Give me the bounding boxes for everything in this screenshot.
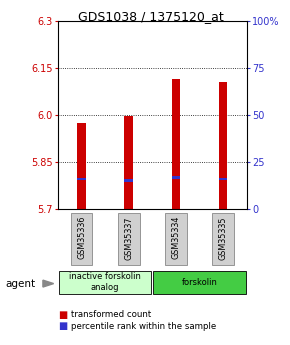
Bar — [77, 122, 86, 209]
FancyBboxPatch shape — [118, 213, 139, 265]
FancyBboxPatch shape — [153, 270, 246, 294]
Polygon shape — [43, 280, 54, 287]
Text: GSM35335: GSM35335 — [218, 216, 227, 259]
Text: GSM35337: GSM35337 — [124, 216, 133, 259]
Bar — [219, 82, 227, 209]
Bar — [124, 116, 133, 209]
FancyBboxPatch shape — [71, 213, 93, 265]
Text: forskolin: forskolin — [182, 277, 217, 287]
Text: inactive forskolin
analog: inactive forskolin analog — [69, 272, 141, 292]
Bar — [77, 178, 86, 180]
Text: GSM35336: GSM35336 — [77, 216, 86, 259]
FancyBboxPatch shape — [165, 213, 187, 265]
Bar — [172, 176, 180, 179]
Bar — [124, 179, 133, 182]
Text: agent: agent — [6, 279, 36, 288]
FancyBboxPatch shape — [59, 270, 151, 294]
Text: GSM35334: GSM35334 — [171, 216, 180, 259]
Text: ■: ■ — [58, 310, 67, 319]
Text: GDS1038 / 1375120_at: GDS1038 / 1375120_at — [78, 10, 224, 23]
FancyBboxPatch shape — [212, 213, 234, 265]
Text: transformed count: transformed count — [71, 310, 151, 319]
Text: ■: ■ — [58, 321, 67, 331]
Text: percentile rank within the sample: percentile rank within the sample — [71, 322, 216, 331]
Bar — [172, 79, 180, 209]
Bar — [219, 178, 227, 180]
